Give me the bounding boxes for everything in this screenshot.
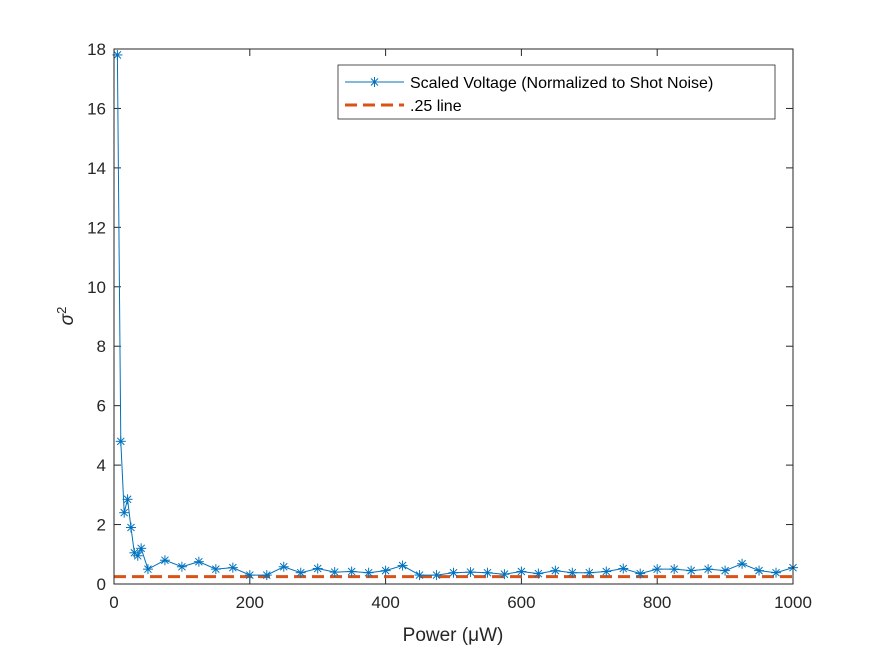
legend-box <box>337 64 776 120</box>
legend-marker-series-1 <box>369 77 380 87</box>
series-1-point <box>193 556 204 567</box>
series-1-point <box>115 436 126 447</box>
series-1-point <box>278 561 289 572</box>
plot-area-border <box>113 48 794 585</box>
x-tick-label-600: 600 <box>507 593 535 612</box>
y-tick-label-12: 12 <box>87 218 106 237</box>
series-1-point <box>210 564 221 575</box>
series-1-point <box>550 565 561 576</box>
series-1-point <box>618 563 629 574</box>
x-tick-label-0: 0 <box>109 593 118 612</box>
series-1-point <box>771 567 782 578</box>
series-1-point <box>686 565 697 576</box>
series-1-point <box>119 507 130 518</box>
y-axis-label-symbol: σ <box>57 312 78 325</box>
y-axis-label-superscript: 2 <box>54 307 69 314</box>
plot-area-background <box>114 49 793 584</box>
plot-group <box>112 49 798 581</box>
series-1-point <box>380 565 391 576</box>
series-1-point <box>295 567 306 578</box>
x-tick-label-1000: 1000 <box>774 593 812 612</box>
y-axis-label: σ2 <box>54 307 79 326</box>
series-1-point <box>669 564 680 575</box>
series-1-point <box>122 494 133 505</box>
series-1-point <box>499 569 510 580</box>
series-1-point <box>737 558 748 569</box>
legend: Scaled Voltage (Normalized to Shot Noise… <box>337 64 776 120</box>
series-1-point <box>312 563 323 574</box>
series-1-point <box>227 562 238 573</box>
series-1-point <box>448 567 459 578</box>
y-tick-label-8: 8 <box>97 337 106 356</box>
legend-label-series-2: .25 line <box>410 98 462 115</box>
legend-label-series-1: Scaled Voltage (Normalized to Shot Noise… <box>410 75 713 92</box>
series-1-point <box>363 567 374 578</box>
series-1-point <box>244 570 255 581</box>
series-1-point <box>754 565 765 576</box>
y-tick-label-6: 6 <box>97 397 106 416</box>
series-1-point <box>136 543 147 554</box>
x-tick-label-800: 800 <box>643 593 671 612</box>
y-tick-label-10: 10 <box>87 278 106 297</box>
series-1-point <box>261 570 272 581</box>
series-1-point <box>346 566 357 577</box>
series-1-point <box>720 565 731 576</box>
y-tick-label-14: 14 <box>87 159 106 178</box>
x-tick-label-400: 400 <box>371 593 399 612</box>
series-1-point <box>533 568 544 579</box>
y-tick-label-16: 16 <box>87 99 106 118</box>
y-tick-label-4: 4 <box>97 456 106 475</box>
series-1-point <box>329 567 340 578</box>
series-1-point <box>584 567 595 578</box>
series-1-point <box>159 555 170 566</box>
series-1-point <box>465 567 476 578</box>
y-tick-label-2: 2 <box>97 516 106 535</box>
series-1-point <box>635 568 646 579</box>
series-1-point <box>414 570 425 581</box>
series-1-point <box>601 566 612 577</box>
series-1-point <box>397 560 408 571</box>
series-1-point <box>516 566 527 577</box>
series-1-point <box>176 561 187 572</box>
series-1-point <box>703 564 714 575</box>
series-1-point <box>431 570 442 581</box>
x-axis-label: Power (μW) <box>403 625 504 646</box>
series-1-point <box>132 550 143 561</box>
series-1-point <box>125 522 136 533</box>
y-tick-label-0: 0 <box>97 575 106 594</box>
series-1-point <box>482 567 493 578</box>
tick-labels-group: 0 200 400 600 800 1000 0 2 4 6 8 10 12 14 16 18 <box>87 40 812 612</box>
series-1-point <box>567 567 578 578</box>
series-1-point <box>142 564 153 575</box>
x-tick-label-200: 200 <box>236 593 264 612</box>
y-tick-label-18: 18 <box>87 40 106 59</box>
series-1-point <box>652 564 663 575</box>
